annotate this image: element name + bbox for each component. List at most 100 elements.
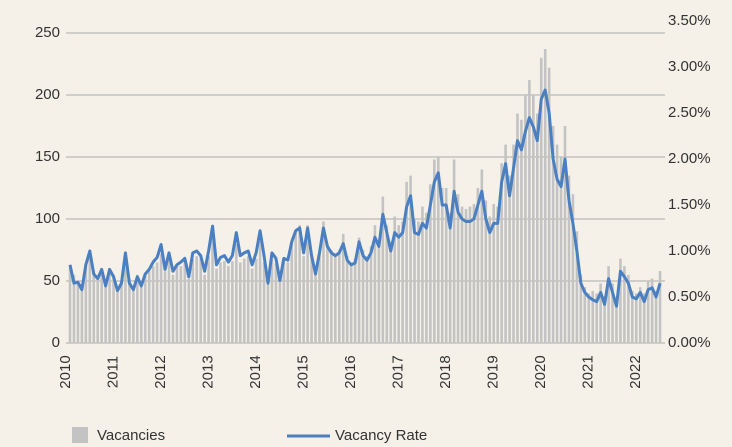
x-tick-label: 2011 <box>104 356 121 388</box>
bar <box>631 290 634 343</box>
bar <box>266 281 270 343</box>
x-tick-label: 2015 <box>295 355 312 388</box>
bar <box>484 200 488 343</box>
bar <box>278 278 282 343</box>
x-tick-label: 2021 <box>580 355 597 388</box>
bar <box>373 225 377 343</box>
bar <box>555 144 559 343</box>
bar <box>167 258 171 343</box>
bar <box>543 49 547 344</box>
bar <box>298 225 301 343</box>
bar <box>306 225 309 343</box>
bar <box>128 278 131 343</box>
legend-label: Vacancy Rate <box>335 427 427 444</box>
bar <box>223 261 226 343</box>
bar <box>290 243 294 343</box>
bar <box>207 256 210 343</box>
y-tick-label: 50 <box>43 272 60 289</box>
bar <box>84 266 88 343</box>
bar <box>460 206 464 343</box>
bar <box>155 262 159 343</box>
x-tick-label: 2022 <box>627 355 644 388</box>
bar <box>504 144 507 343</box>
bar <box>397 225 400 343</box>
bar <box>535 113 539 343</box>
bar <box>579 274 583 343</box>
bar <box>219 262 222 343</box>
bar <box>282 261 286 343</box>
bar <box>413 219 416 343</box>
y2-tick-label: 1.00% <box>668 242 711 259</box>
bar <box>112 274 115 343</box>
bar <box>334 253 337 343</box>
y2-tick-label: 0.00% <box>668 334 711 351</box>
y-tick-label: 150 <box>35 148 60 165</box>
bar <box>547 67 551 343</box>
y2-tick-label: 1.50% <box>668 196 711 213</box>
bar <box>286 262 290 343</box>
bar <box>472 204 476 343</box>
bar <box>124 258 127 343</box>
bar <box>528 80 531 344</box>
bar <box>326 243 329 343</box>
bar <box>361 250 365 343</box>
x-tick-label: 2010 <box>57 355 74 388</box>
bar <box>436 157 440 343</box>
bar <box>250 268 254 343</box>
bar <box>132 287 135 343</box>
line <box>68 88 662 308</box>
bar <box>337 250 341 343</box>
bar <box>163 271 167 343</box>
bar <box>254 258 258 343</box>
bar <box>68 268 72 343</box>
bar <box>595 293 598 343</box>
bar <box>401 221 404 343</box>
bar <box>80 283 84 343</box>
bar <box>476 188 480 343</box>
bar <box>539 57 543 344</box>
bar <box>203 274 206 343</box>
bar <box>638 287 642 343</box>
bar <box>468 206 472 343</box>
bar <box>258 241 262 343</box>
bar <box>520 119 523 343</box>
bar <box>385 225 389 343</box>
bar <box>88 250 92 343</box>
bar <box>393 216 397 343</box>
bar <box>365 256 369 343</box>
bar <box>310 256 313 343</box>
bar <box>456 194 460 343</box>
bar <box>508 175 511 343</box>
bar <box>341 233 345 343</box>
bar <box>377 241 381 343</box>
bar <box>492 204 496 343</box>
bar <box>615 299 618 343</box>
bar <box>183 261 187 343</box>
bar <box>171 274 175 343</box>
bar <box>429 184 432 343</box>
bar <box>262 262 266 343</box>
bar <box>559 157 563 343</box>
bar <box>627 274 630 343</box>
bar <box>246 256 250 343</box>
y-tick-label: 0 <box>52 334 60 351</box>
bar <box>634 293 638 343</box>
bar <box>425 212 428 343</box>
bar <box>238 262 242 343</box>
bar <box>575 231 579 343</box>
y2-tick-label: 2.00% <box>668 150 711 167</box>
bar <box>421 206 424 343</box>
bar <box>151 266 155 343</box>
x-tick-label: 2018 <box>437 355 454 388</box>
bar <box>464 209 468 343</box>
bar <box>270 258 274 343</box>
bar <box>104 283 107 343</box>
bar <box>654 290 658 343</box>
bar <box>96 281 100 343</box>
bar <box>215 268 218 343</box>
legend-swatch <box>72 427 88 443</box>
bar <box>646 281 650 343</box>
bar <box>294 231 298 343</box>
bar <box>235 243 238 343</box>
